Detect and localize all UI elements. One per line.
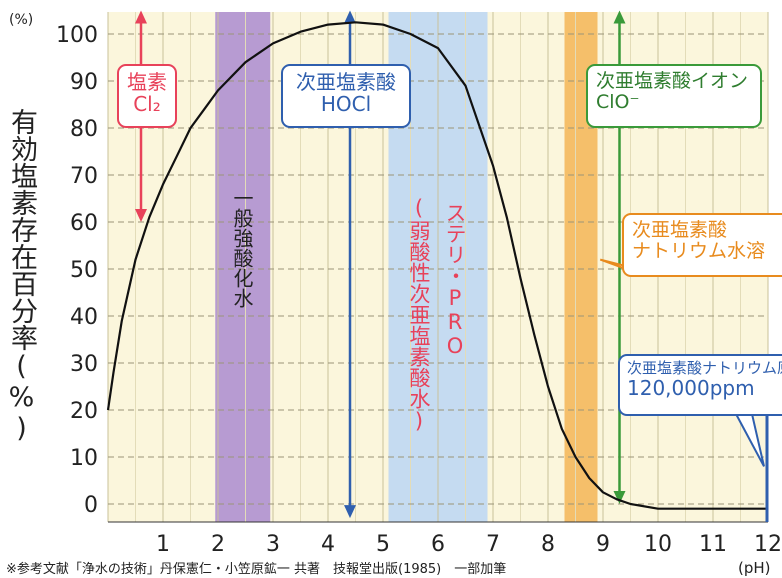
clo-label-formula: ClO⁻ [596, 91, 640, 114]
naocl-stock-line2: 120,000ppm [627, 375, 755, 400]
naocl-stock-box: 次亜塩素酸ナトリウム原 120,000ppm [618, 354, 782, 416]
hocl-label-box: 次亜塩素酸 HOCl [281, 64, 411, 128]
x-tick-label: 5 [376, 532, 390, 557]
y-tick-label: 50 [70, 258, 98, 283]
x-tick-label: 9 [596, 532, 610, 557]
cl2-label-formula: Cl₂ [133, 92, 161, 117]
series [106, 21, 768, 510]
x-unit-label: (pH) [738, 559, 771, 577]
x-tick-label: 1 [156, 532, 170, 557]
y-unit-label: (%) [9, 12, 34, 28]
y-tick-label: 80 [70, 117, 98, 142]
x-tick-label: 3 [266, 532, 280, 557]
y-tick-label: 20 [70, 399, 98, 424]
naocl-solution-line1: 次亜塩素酸 [632, 219, 728, 241]
x-tick-label: 4 [321, 532, 335, 557]
band-steri-label: ステリ・PRO [443, 202, 467, 358]
range-arrow-head-top [613, 10, 626, 24]
range-arrow-head-bottom [344, 505, 356, 519]
hocl-label-name: 次亜塩素酸 [296, 70, 396, 94]
range-arrow-head-bottom [613, 491, 626, 504]
naocl-solution-box: 次亜塩素酸 ナトリウム水溶 [622, 213, 782, 277]
clo-label-box: 次亜塩素酸イオン ClO⁻ [586, 64, 762, 128]
x-tick-label: 12 [754, 532, 782, 557]
naocl-solution-line2: ナトリウム水溶 [632, 240, 766, 263]
y-tick-label: 40 [70, 305, 98, 330]
cl2-label-name: 塩素 [127, 70, 167, 94]
band-acid-label: 一般強酸化水 [230, 188, 254, 308]
y-tick-label: 60 [70, 211, 98, 236]
y-axis-label: 有効塩素存在百分率(%) [6, 108, 37, 444]
y-tick-label: 70 [70, 164, 98, 189]
x-tick-label: 7 [486, 532, 500, 557]
x-tick-label: 11 [699, 532, 727, 557]
band-steri-sublabel: (弱酸性次亜塩素酸水) [407, 196, 431, 433]
x-tick-label: 2 [211, 532, 225, 557]
cl2-label-box: 塩素 Cl₂ [117, 64, 177, 128]
x-tick-label: 10 [644, 532, 672, 557]
range-arrow-head-top [344, 10, 356, 24]
y-tick-label: 10 [70, 446, 98, 471]
series-line-0 [106, 21, 768, 510]
x-tick-label: 6 [431, 532, 445, 557]
range-arrow-head-bottom [135, 209, 147, 222]
clo-label-name: 次亜塩素酸イオン [596, 70, 749, 92]
x-tick-label: 8 [541, 532, 555, 557]
y-tick-label: 30 [70, 352, 98, 377]
hocl-label-formula: HOCl [320, 92, 372, 117]
y-tick-label: 0 [84, 493, 98, 518]
y-tick-label: 100 [56, 23, 98, 48]
naocl-stock-line1: 次亜塩素酸ナトリウム原 [627, 359, 782, 377]
source-note: ※参考文献「浄水の技術」丹保憲仁・小笠原鉱一 共著 技報堂出版(1985) 一部… [6, 562, 507, 577]
band-0 [215, 12, 271, 522]
y-tick-label: 90 [70, 70, 98, 95]
range-arrow-head-top [135, 10, 147, 24]
